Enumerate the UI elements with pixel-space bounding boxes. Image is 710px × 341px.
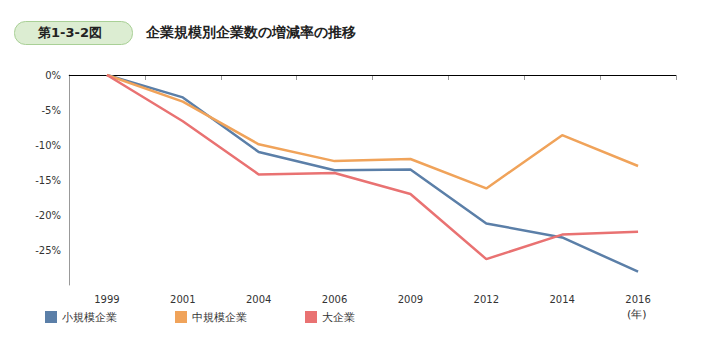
svg-text:2001: 2001 <box>170 294 195 305</box>
svg-text:2009: 2009 <box>398 294 423 305</box>
svg-text:2014: 2014 <box>549 294 574 305</box>
svg-text:小規模企業: 小規模企業 <box>62 311 117 324</box>
svg-text:大企業: 大企業 <box>322 311 355 324</box>
svg-text:-25%: -25% <box>35 245 61 256</box>
svg-text:2012: 2012 <box>474 294 499 305</box>
svg-text:2016: 2016 <box>625 294 650 305</box>
svg-text:-10%: -10% <box>35 140 61 151</box>
svg-text:-5%: -5% <box>42 105 61 116</box>
svg-text:企業規模別企業数の増減率の推移: 企業規模別企業数の増減率の推移 <box>145 24 356 40</box>
svg-text:(年): (年) <box>627 308 647 321</box>
svg-text:第1-3-2図: 第1-3-2図 <box>37 25 102 40</box>
svg-text:1999: 1999 <box>94 294 119 305</box>
svg-text:-20%: -20% <box>35 210 61 221</box>
svg-text:中規模企業: 中規模企業 <box>192 311 247 324</box>
svg-text:2004: 2004 <box>246 294 271 305</box>
svg-text:2006: 2006 <box>322 294 347 305</box>
svg-text:-15%: -15% <box>35 175 61 186</box>
svg-text:0%: 0% <box>45 70 61 81</box>
